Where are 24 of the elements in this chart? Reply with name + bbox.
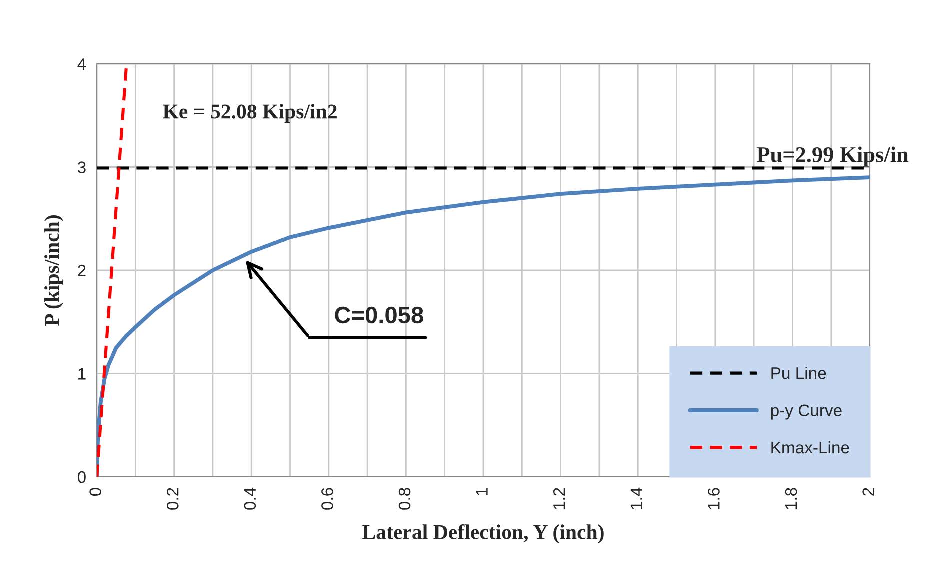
x-tick-label: 1.6: [708, 488, 720, 510]
y-tick-label: 0: [78, 471, 86, 484]
x-tick-label: 0.2: [166, 488, 179, 510]
legend-label: Pu Line: [772, 367, 826, 380]
annotation: Ke = 52.08 Kips/in2: [163, 104, 337, 124]
x-tick-label: 2: [862, 488, 874, 496]
y-tick-label: 3: [78, 162, 86, 174]
x-tick-label: 1.8: [785, 488, 798, 510]
y-tick-label: 2: [78, 264, 86, 277]
x-tick-label: 0.6: [322, 488, 334, 510]
annotation: Pu=2.99 Kips/in: [757, 146, 909, 167]
y-tick-label: 1: [78, 368, 86, 380]
annotation: C=0.058: [335, 306, 424, 324]
legend-label: Kmax-Line: [772, 441, 850, 454]
x-tick-label: 0.8: [398, 488, 411, 510]
legend-label: p-y Curve: [771, 404, 842, 420]
x-tick-label: 0.4: [244, 488, 256, 510]
x-tick-label: 1: [476, 488, 488, 496]
y-axis-title: P (kips/inch): [44, 216, 64, 326]
x-tick-label: 1.4: [630, 488, 642, 510]
x-axis-title: Lateral Deflection, Y (inch): [362, 524, 604, 544]
x-tick-label: 0: [90, 488, 102, 496]
y-tick-label: 4: [78, 58, 86, 70]
x-tick-label: 1.2: [553, 488, 566, 510]
